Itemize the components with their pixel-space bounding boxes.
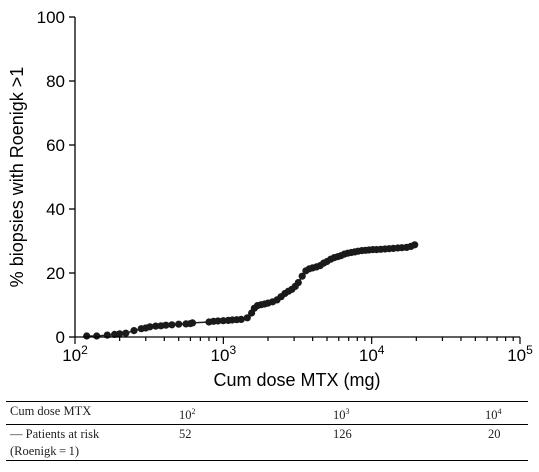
table-cell: 20 (488, 424, 528, 461)
y-axis-label: % biopsies with Roenigk >1 (7, 67, 27, 288)
series-line (86, 244, 415, 337)
chart: 0 20 40 60 80 100 102 103 104 105 Cum dose MTX (… (7, 8, 533, 390)
data-point (214, 317, 222, 325)
data-point (294, 279, 302, 287)
x-tick-label: 105 (507, 343, 533, 365)
x-axis-label: Cum dose MTX (mg) (213, 370, 380, 390)
table-header-cell: 102 (175, 401, 329, 425)
table-row-label: — Patients at risk (Roenigk = 1) (6, 424, 175, 461)
data-point (83, 332, 91, 340)
data-point (116, 330, 124, 338)
data-point (237, 315, 245, 323)
patients-at-risk-table: Cum dose MTX 102 103 104 — Patients at r… (6, 401, 528, 461)
data-point (93, 332, 101, 340)
x-axis-ticks: 102 103 104 105 (62, 337, 533, 365)
y-axis-ticks: 0 20 40 60 80 100 (37, 8, 75, 347)
data-point (411, 241, 419, 249)
data-point (298, 272, 306, 280)
table-cell: 52 (175, 424, 329, 461)
y-tick-label: 80 (46, 72, 65, 91)
y-tick-label: 0 (56, 328, 65, 347)
x-tick-label: 104 (359, 343, 385, 365)
data-point (162, 321, 170, 329)
data-point (175, 320, 183, 328)
data-point (152, 322, 160, 330)
data-point (188, 319, 197, 327)
table-header-row: Cum dose MTX 102 103 104 (6, 401, 528, 425)
table-cell: 126 (329, 424, 488, 461)
table-header-cell: 104 (485, 401, 528, 425)
y-tick-label: 100 (37, 8, 65, 27)
y-tick-label: 20 (46, 264, 65, 283)
x-tick-label: 103 (211, 343, 237, 365)
y-tick-label: 60 (46, 136, 65, 155)
table-header-label: Cum dose MTX (6, 401, 175, 425)
data-point (243, 314, 251, 322)
data-point (146, 323, 154, 331)
x-tick-label: 102 (62, 343, 88, 365)
data-point (122, 329, 130, 337)
data-point (168, 321, 176, 329)
y-tick-label: 40 (46, 200, 65, 219)
data-point (130, 327, 138, 335)
data-points (83, 241, 419, 340)
table-header-cell: 103 (329, 401, 488, 425)
table-row: — Patients at risk (Roenigk = 1) 52 126 2… (6, 424, 528, 461)
